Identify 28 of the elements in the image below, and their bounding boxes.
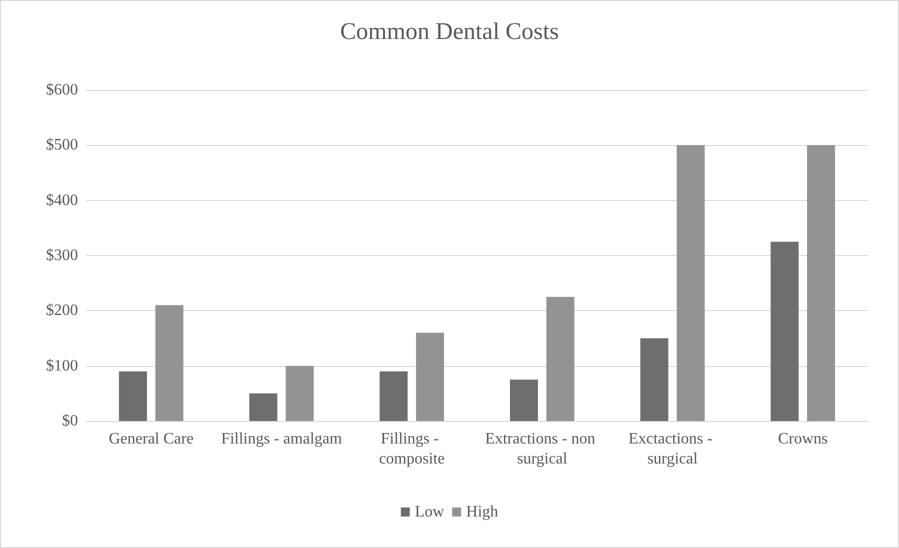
legend-label: High bbox=[466, 504, 498, 520]
chart-title: Common Dental Costs bbox=[340, 19, 559, 45]
bar bbox=[807, 145, 836, 421]
bar bbox=[510, 380, 538, 421]
x-tick-label: Extractions - non surgical bbox=[485, 430, 600, 468]
x-tick-label: Exctactions - surgical bbox=[628, 430, 716, 468]
y-tick-label: $500 bbox=[46, 136, 78, 154]
bar bbox=[640, 338, 668, 421]
x-tick-label: General Care bbox=[108, 430, 194, 448]
x-tick-label: Fillings - composite bbox=[378, 430, 445, 468]
y-tick-label: $100 bbox=[46, 357, 78, 374]
bar bbox=[380, 371, 408, 421]
bar bbox=[416, 332, 444, 421]
y-tick-label: $300 bbox=[46, 247, 78, 264]
bar bbox=[249, 393, 278, 421]
y-tick-label: $0 bbox=[62, 412, 78, 430]
x-tick-label: Crowns bbox=[778, 430, 828, 448]
y-tick-label: $400 bbox=[46, 192, 78, 209]
bar bbox=[770, 242, 799, 421]
y-tick-label: $200 bbox=[46, 302, 78, 320]
legend-label: Low bbox=[414, 504, 445, 520]
x-tick-label: Fillings - amalgam bbox=[221, 430, 342, 448]
bar bbox=[286, 366, 314, 421]
bar bbox=[546, 296, 574, 421]
bar bbox=[155, 305, 184, 421]
bar bbox=[676, 145, 705, 421]
bar bbox=[118, 371, 147, 421]
y-tick-label: $600 bbox=[46, 82, 78, 98]
